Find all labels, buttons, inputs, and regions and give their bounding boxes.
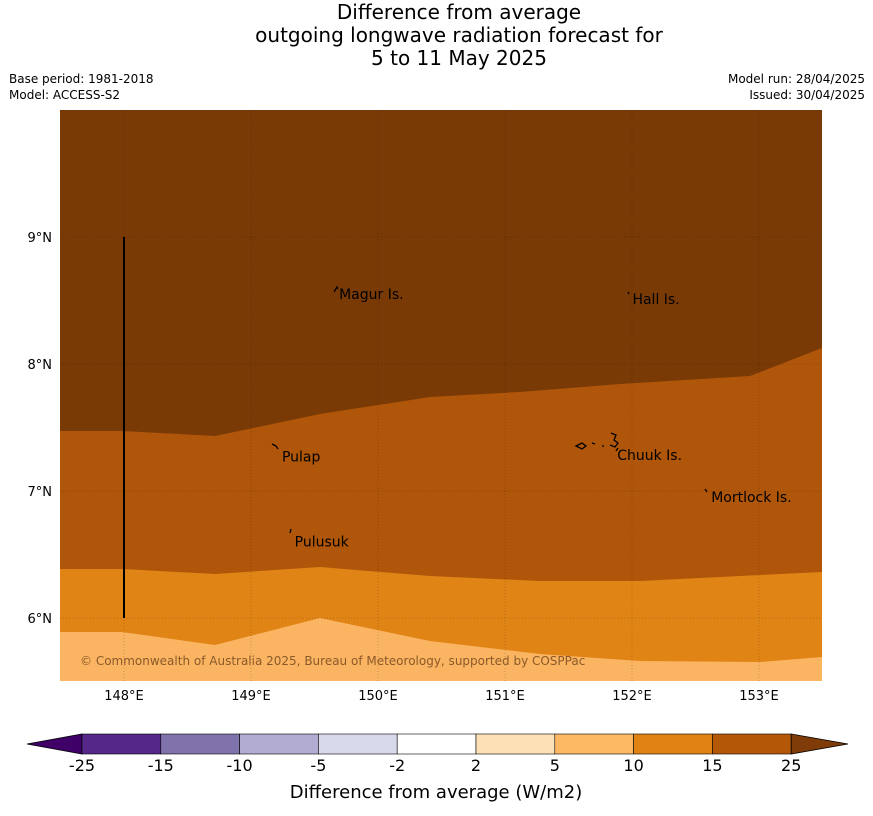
colorbar-tick-label: 2 <box>471 756 481 775</box>
colorbar-segment <box>318 733 398 755</box>
longitude-label: 151°E <box>485 689 525 704</box>
colorbar-tick-label: -10 <box>227 756 253 775</box>
island-hall <box>627 291 630 295</box>
base-period: Base period: 1981-2018 <box>9 72 154 86</box>
info-right: Model run: 28/04/2025 Issued: 30/04/2025 <box>728 71 865 103</box>
colorbar-tick-label: -2 <box>389 756 405 775</box>
island-mortlock <box>704 488 708 493</box>
island-chuuk <box>574 432 619 452</box>
latitude-label: 7°N <box>28 485 53 500</box>
colorbar-title: Difference from average (W/m2) <box>290 782 582 803</box>
place-label: Mortlock Is. <box>711 490 791 506</box>
issued-date: Issued: 30/04/2025 <box>749 88 865 102</box>
place-label: Pulap <box>282 449 321 465</box>
colorbar-tick-label: 25 <box>781 756 801 775</box>
model-run: Model run: 28/04/2025 <box>727 72 865 86</box>
colorbar-tick-label: 10 <box>623 756 643 775</box>
latitude-label: 8°N <box>28 358 53 373</box>
latitude-labels: 9°N 8°N 7°N 6°N <box>28 231 53 627</box>
colorbar-segment <box>554 733 634 755</box>
info-left: Base period: 1981-2018 Model: ACCESS-S2 <box>9 71 154 103</box>
island-pulap <box>271 443 279 450</box>
copyright-notice: © Commonwealth of Australia 2025, Bureau… <box>80 654 585 668</box>
island-shapes <box>271 285 708 534</box>
colorbar-segment <box>81 733 162 755</box>
place-label: Hall Is. <box>632 292 679 308</box>
colorbar-arrow-low <box>26 733 83 755</box>
region-5-10 <box>60 618 822 681</box>
island-magur <box>333 285 339 293</box>
colorbar-tick-label: -15 <box>148 756 174 775</box>
place-labels: Magur Is. Hall Is. Pulap Chuuk Is. Mortlock … <box>282 287 792 551</box>
title-line-2: outgoing longwave radiation forecast for <box>255 23 663 47</box>
model-name: Model: ACCESS-S2 <box>9 88 121 102</box>
map-plot-area: Magur Is. Hall Is. Pulap Chuuk Is. Mortlock … <box>60 110 822 681</box>
latitude-label: 9°N <box>28 231 53 246</box>
colorbar: -25 -15 -10 -5 -2 2 5 10 15 25 <box>26 733 849 775</box>
title-line-1: Difference from average <box>336 0 582 24</box>
colorbar-segment <box>239 733 319 755</box>
longitude-label: 153°E <box>739 689 779 704</box>
colorbar-segment <box>160 733 240 755</box>
longitude-label: 152°E <box>612 689 652 704</box>
colorbar-tick-label: -5 <box>310 756 326 775</box>
colorbar-segment <box>633 733 713 755</box>
colorbar-tick-label: 15 <box>702 756 722 775</box>
colorbar-tick-label: -25 <box>69 756 95 775</box>
place-label: Chuuk Is. <box>617 448 682 464</box>
colorbar-segment <box>396 733 477 755</box>
gridlines <box>60 110 822 681</box>
longitude-labels: 148°E 149°E 150°E 151°E 152°E 153°E <box>104 689 779 704</box>
island-pulusuk <box>289 528 292 534</box>
latitude-label: 6°N <box>28 612 53 627</box>
longitude-label: 150°E <box>358 689 398 704</box>
longitude-label: 149°E <box>231 689 271 704</box>
place-label: Magur Is. <box>339 287 404 303</box>
colorbar-arrow-high <box>790 733 849 755</box>
longitude-label: 148°E <box>104 689 144 704</box>
colorbar-tick-label: 5 <box>550 756 560 775</box>
place-label: Pulusuk <box>295 535 350 551</box>
colorbar-segment <box>712 733 792 755</box>
colorbar-segment <box>475 733 556 755</box>
title-line-3: 5 to 11 May 2025 <box>371 46 547 70</box>
